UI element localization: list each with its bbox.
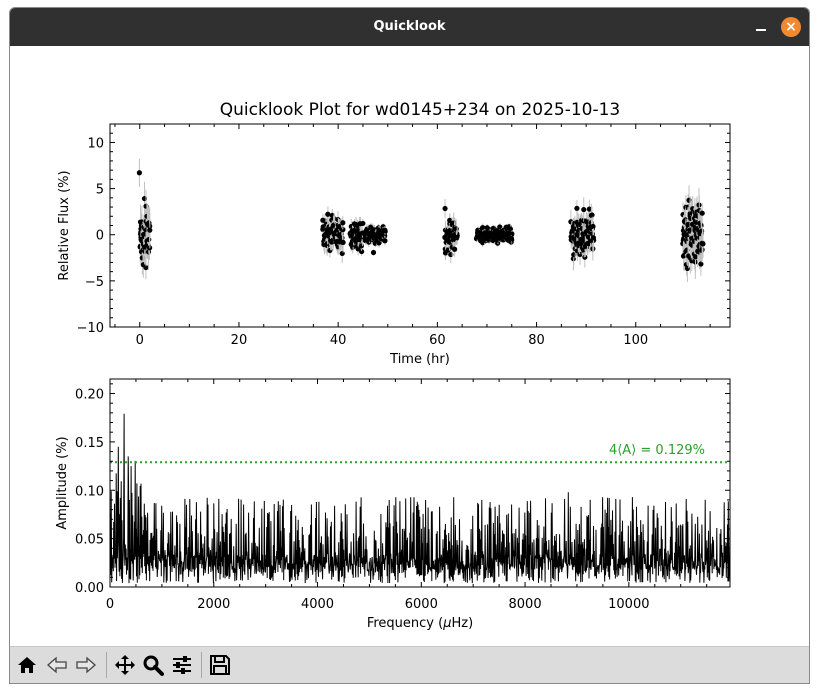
title-bar[interactable]: Quicklook × [10,8,809,46]
data-point [582,254,588,260]
data-point [586,206,592,212]
x-tick-label: 80 [528,333,545,348]
data-point [382,238,388,244]
data-point [143,264,149,271]
y-tick-label: 0.10 [75,484,104,499]
data-point [325,211,331,217]
x-tick-label: 10000 [608,597,649,612]
y-tick-label: 0.20 [75,388,104,403]
home-icon[interactable] [15,653,39,677]
y-tick-label: 0.00 [75,581,104,596]
data-point [147,227,153,233]
data-point [480,225,486,231]
y-axis-label: Amplitude (%) [55,436,70,529]
data-point [139,255,145,261]
data-point [450,220,457,226]
x-tick-label: 8000 [509,597,542,612]
data-point [581,206,587,213]
toolbar-separator [106,652,107,678]
pan-icon[interactable] [113,653,137,677]
chart-title: Quicklook Plot for wd0145+234 on 2025-10… [220,100,621,120]
data-point [370,249,377,256]
x-tick-label: 0 [106,597,114,612]
data-point [359,248,365,255]
data-point [340,220,346,226]
data-point [589,212,595,218]
data-point [508,235,515,242]
y-tick-label: −10 [77,321,104,336]
y-tick-label: 0.05 [75,533,104,548]
x-axis-label: Frequency (μHz) [367,616,473,631]
data-point [692,254,699,260]
x-axis-label: Time (hr) [389,352,450,367]
lightcurve-series [136,158,706,282]
configure-subplots-icon[interactable] [170,653,194,677]
data-point [590,223,596,230]
x-tick-label: 60 [429,333,446,348]
threshold-label: 4⟨A⟩ = 0.129% [609,443,705,458]
x-tick-label: 20 [231,333,248,348]
x-tick-label: 4000 [301,597,334,612]
data-point [507,226,514,232]
data-point [574,205,580,211]
forward-icon[interactable] [74,653,98,677]
zoom-icon[interactable] [141,653,165,677]
data-point [509,231,515,237]
data-point [454,234,460,241]
x-tick-label: 0 [136,333,144,348]
data-point [699,228,705,234]
plot-frame-bottom [109,378,731,588]
data-point [452,246,458,252]
y-tick-label: 5 [96,183,104,198]
plot-frame-top [109,123,731,328]
data-point [340,239,346,246]
y-axis-label: Relative Flux (%) [57,170,72,280]
navigation-toolbar [10,646,809,683]
x-axis-label-part: Hz) [451,616,473,631]
data-point [699,210,705,216]
data-point [339,250,345,257]
data-point [358,243,365,249]
x-tick-label: 100 [623,333,648,348]
y-tick-label: −5 [85,275,104,290]
x-axis-label-part: μ [442,616,451,631]
y-tick-label: 10 [87,136,104,151]
data-point [684,265,691,272]
data-point [442,205,448,212]
data-point [447,217,453,223]
y-tick-label: 0.15 [75,436,104,451]
data-point [382,227,388,234]
data-point [700,241,706,247]
data-point [577,251,583,257]
data-point [698,261,704,267]
data-point [136,170,143,176]
x-tick-label: 6000 [405,597,438,612]
minimize-button[interactable] [751,17,771,37]
figure-canvas: Quicklook Plot for wd0145+234 on 2025-10… [55,100,731,631]
data-point [360,220,366,227]
back-icon[interactable] [45,653,69,677]
x-axis-label-part: Frequency ( [367,616,443,631]
data-point [340,227,346,233]
data-point [590,235,597,241]
close-button[interactable]: × [781,17,801,37]
data-point [376,240,382,246]
y-tick-label: 0 [96,229,104,244]
app-window: Quicklook × Quicklook Plot for wd0145+23… [9,7,810,684]
x-tick-label: 2000 [197,597,230,612]
periodogram-line [109,413,731,584]
window-title: Quicklook [373,19,446,34]
toolbar-separator [201,652,202,678]
save-icon[interactable] [208,653,232,677]
x-tick-label: 40 [330,333,347,348]
data-point [146,236,152,243]
